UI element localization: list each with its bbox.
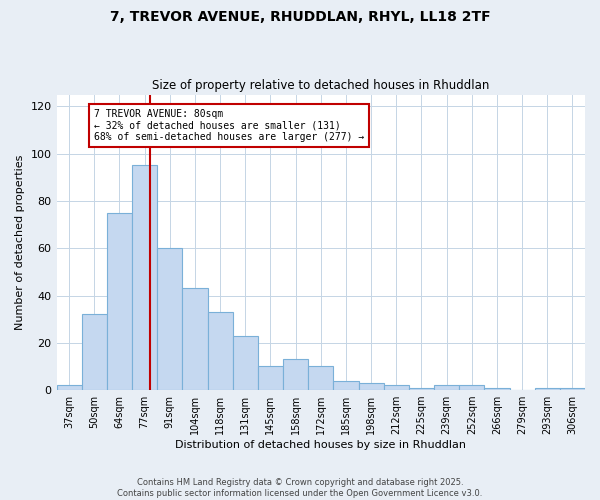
Bar [334,380,359,390]
Bar [484,388,509,390]
Bar [107,213,132,390]
Bar [258,366,283,390]
X-axis label: Distribution of detached houses by size in Rhuddlan: Distribution of detached houses by size … [175,440,466,450]
Title: Size of property relative to detached houses in Rhuddlan: Size of property relative to detached ho… [152,79,490,92]
Bar [359,383,383,390]
Y-axis label: Number of detached properties: Number of detached properties [15,154,25,330]
Text: 7 TREVOR AVENUE: 80sqm
← 32% of detached houses are smaller (131)
68% of semi-de: 7 TREVOR AVENUE: 80sqm ← 32% of detached… [94,108,365,142]
Bar [283,360,308,390]
Bar [383,386,409,390]
Bar [459,386,484,390]
Bar [560,388,585,390]
Bar [56,386,82,390]
Text: 7, TREVOR AVENUE, RHUDDLAN, RHYL, LL18 2TF: 7, TREVOR AVENUE, RHUDDLAN, RHYL, LL18 2… [110,10,490,24]
Bar [409,388,434,390]
Bar [82,314,107,390]
Bar [535,388,560,390]
Bar [434,386,459,390]
Bar [233,336,258,390]
Text: Contains HM Land Registry data © Crown copyright and database right 2025.
Contai: Contains HM Land Registry data © Crown c… [118,478,482,498]
Bar [182,288,208,390]
Bar [208,312,233,390]
Bar [132,166,157,390]
Bar [157,248,182,390]
Bar [308,366,334,390]
